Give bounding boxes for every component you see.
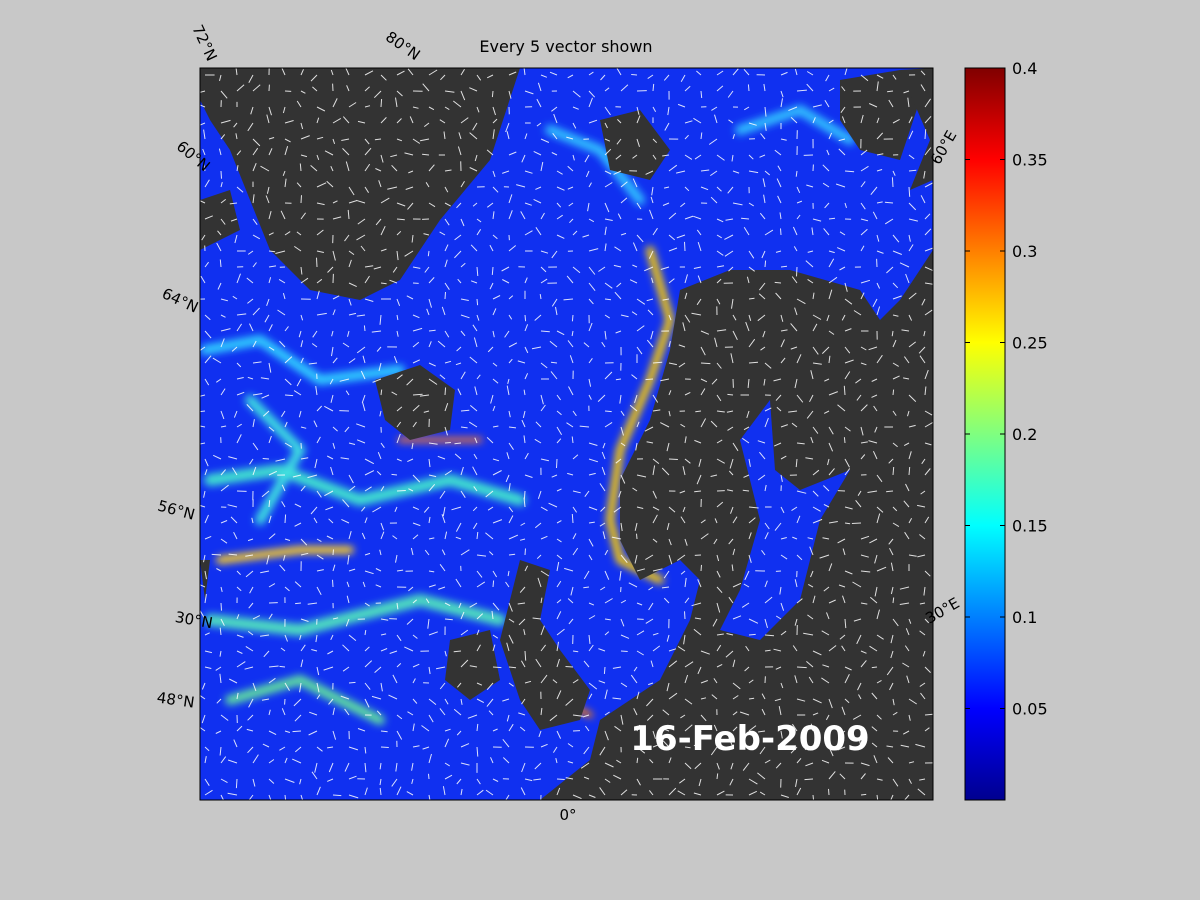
lon-label: 80°N bbox=[382, 28, 423, 64]
colorbar bbox=[964, 67, 1006, 801]
lat-label: 56°N bbox=[156, 497, 197, 524]
vector-field bbox=[200, 68, 933, 800]
colorbar-tick-label: 0.3 bbox=[1012, 242, 1037, 261]
colorbar-tick-label: 0.15 bbox=[1012, 517, 1048, 536]
lon-label: 0° bbox=[559, 806, 576, 824]
colorbar-tick-label: 0.25 bbox=[1012, 334, 1048, 353]
colorbar-tick-label: 0.2 bbox=[1012, 425, 1037, 444]
baltic-sea bbox=[720, 400, 850, 640]
land bbox=[200, 68, 933, 800]
date-label: 16-Feb-2009 bbox=[630, 719, 869, 759]
vector-arrows bbox=[200, 68, 933, 800]
colorbar-tick-label: 0.4 bbox=[1012, 59, 1037, 78]
colorbar-tick-label: 0.1 bbox=[1012, 608, 1037, 627]
map-frame bbox=[199, 67, 934, 801]
lat-label: 72°N bbox=[188, 22, 220, 64]
lat-label: 64°N bbox=[159, 284, 201, 316]
colorbar-tick-label: 0.35 bbox=[1012, 151, 1048, 170]
colorbar-tick-label: 0.05 bbox=[1012, 700, 1048, 719]
map-area bbox=[200, 68, 933, 800]
lat-label: 48°N bbox=[156, 689, 196, 712]
map-title: Every 5 vector shown bbox=[479, 37, 652, 56]
